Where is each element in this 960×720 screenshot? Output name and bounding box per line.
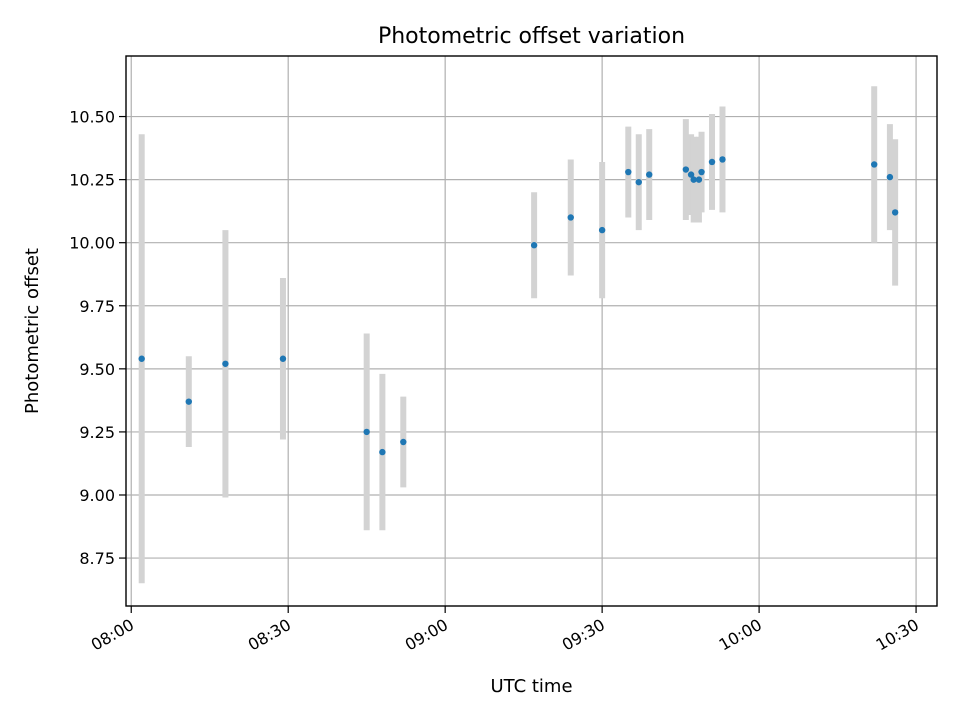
x-tick-label: 08:00 [88, 615, 137, 655]
chart-title: Photometric offset variation [378, 24, 685, 49]
data-point [891, 209, 899, 216]
data-point [698, 168, 705, 176]
data-point [138, 355, 145, 362]
data-point [363, 428, 370, 436]
data-point [222, 360, 229, 367]
data-point [708, 158, 716, 166]
data-point [567, 214, 574, 221]
y-tick-label: 9.00 [79, 486, 115, 505]
y-tick-label: 10.50 [69, 108, 115, 127]
data-point [379, 448, 386, 456]
grid [126, 56, 937, 606]
data-point [598, 226, 606, 234]
x-tick-label: 09:30 [559, 615, 608, 655]
data-point [185, 398, 192, 405]
y-tick-label: 8.75 [79, 549, 115, 568]
x-tick-label: 10:30 [873, 615, 922, 655]
y-axis-label: Photometric offset [22, 248, 43, 414]
y-axis-ticks: 8.75 9.00 9.25 9.50 9.75 10.00 10.25 10.50 [69, 108, 126, 568]
data-point [682, 166, 690, 173]
data-point [646, 171, 653, 178]
y-tick-label: 9.25 [79, 423, 115, 442]
x-axis-ticks: 08:00 08:30 09:00 09:30 10:00 10:30 [88, 606, 922, 655]
data-point [625, 168, 632, 176]
x-tick-label: 08:30 [245, 615, 294, 655]
x-tick-label: 09:00 [402, 615, 451, 655]
data-point [400, 438, 407, 446]
data-point [719, 156, 726, 163]
error-bars [138, 86, 899, 584]
data-point [690, 176, 697, 183]
data-point [687, 171, 695, 178]
x-axis-label: UTC time [490, 676, 572, 697]
data-point [886, 173, 894, 181]
data-point [279, 355, 287, 362]
y-tick-label: 10.00 [69, 234, 115, 253]
data-point [530, 242, 538, 249]
x-tick-label: 10:00 [716, 615, 765, 655]
y-tick-label: 9.50 [79, 360, 115, 379]
plot-frame [125, 55, 938, 607]
data-point [695, 176, 703, 183]
data-point [635, 178, 642, 186]
y-tick-label: 9.75 [79, 297, 115, 316]
y-tick-label: 10.25 [69, 171, 115, 190]
data-point [871, 161, 878, 168]
data-points [138, 156, 899, 456]
